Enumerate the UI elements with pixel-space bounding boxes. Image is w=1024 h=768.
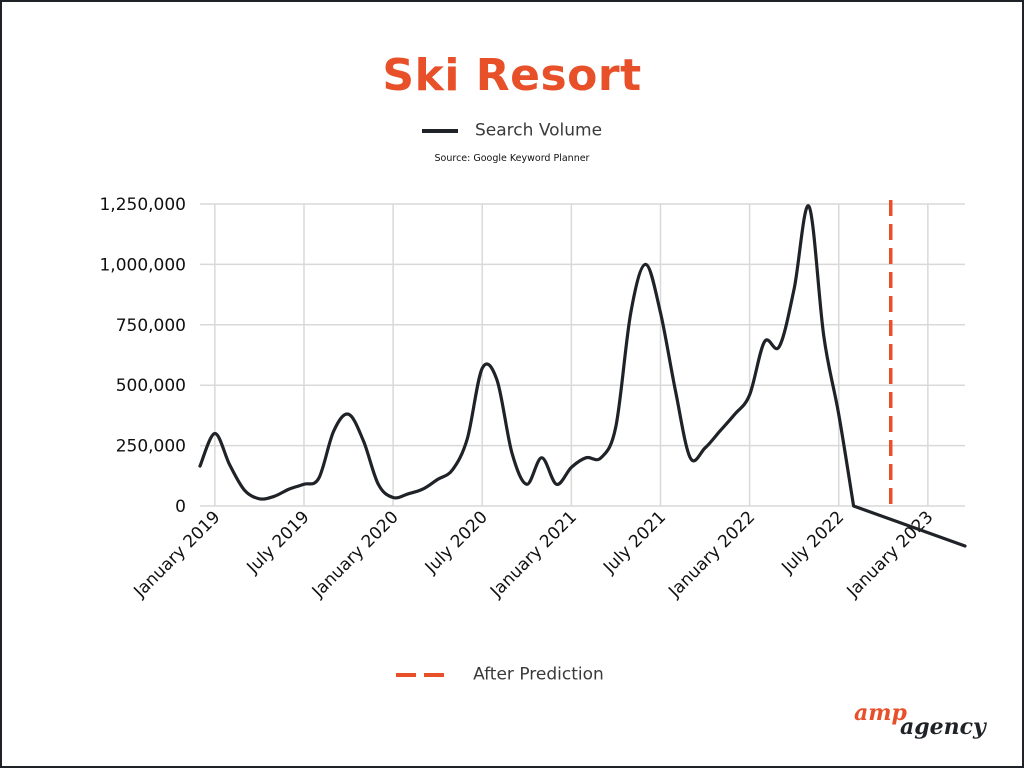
logo-agency: agency [900, 714, 986, 740]
logo-amp: amp [854, 700, 907, 726]
chart-title: Ski Resort [382, 50, 642, 101]
y-tick-label: 1,000,000 [99, 255, 186, 275]
y-tick-label: 750,000 [116, 316, 186, 336]
amp-agency-logo: amp agency [852, 700, 1002, 750]
x-tick-label: January 2023 [843, 507, 938, 602]
prediction-legend-label: After Prediction [473, 664, 604, 685]
x-tick-label: January 2021 [486, 507, 581, 602]
prediction-legend-swatch [396, 672, 444, 677]
prediction-legend: After Prediction [396, 664, 604, 685]
series-line-search-volume [198, 204, 967, 548]
x-tick-label: January 2019 [130, 507, 225, 602]
x-tick-label: July 2020 [421, 507, 492, 578]
y-tick-label: 0 [175, 497, 186, 517]
series-legend: Search Volume [0, 120, 1024, 141]
y-tick-label: 250,000 [116, 437, 186, 457]
y-tick-label: 500,000 [116, 376, 186, 396]
series-legend-swatch [421, 128, 458, 133]
x-tick-label: January 2022 [664, 507, 759, 602]
y-tick-label: 1,250,000 [99, 195, 186, 215]
x-tick-label: July 2021 [599, 507, 670, 578]
source-note: Source: Google Keyword Planner [434, 153, 590, 164]
series-legend-label: Search Volume [475, 120, 603, 141]
x-tick-label: July 2022 [777, 507, 848, 578]
x-tick-label: January 2020 [308, 507, 403, 602]
x-tick-label: July 2019 [243, 507, 314, 578]
